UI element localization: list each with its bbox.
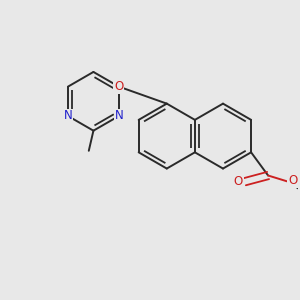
Text: O: O	[288, 174, 298, 187]
Text: O: O	[233, 175, 243, 188]
Text: N: N	[115, 110, 123, 122]
Text: N: N	[64, 110, 72, 122]
Text: O: O	[114, 80, 124, 93]
